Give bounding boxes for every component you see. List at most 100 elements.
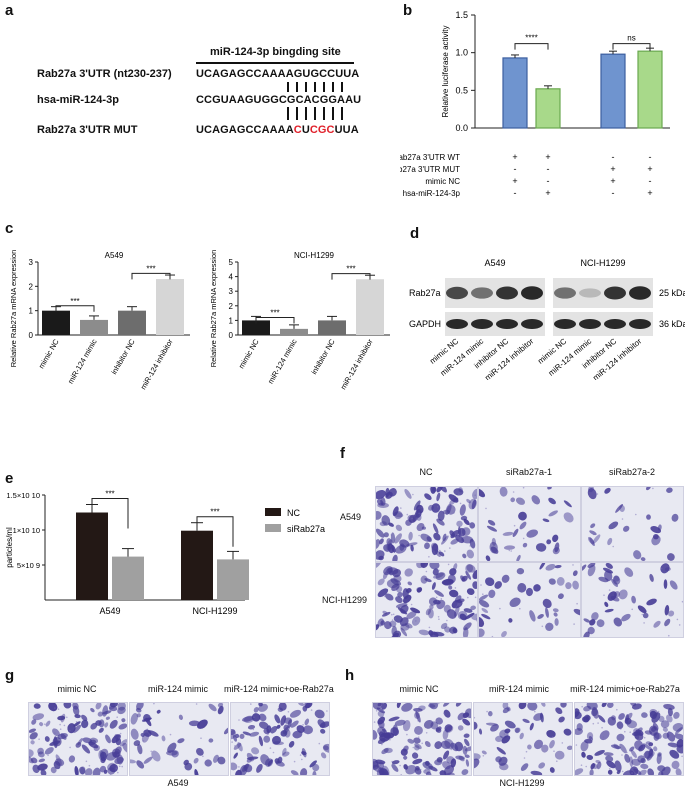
c2-ytick-label: 2 xyxy=(229,302,234,311)
f-micrograph-h1299-si2 xyxy=(581,562,684,638)
chart-b-luciferase: 0.0 0.5 1.0 1.5 Relative luciferase activity… xyxy=(400,10,670,198)
d-protein-label: GAPDH xyxy=(409,319,441,329)
d-band xyxy=(554,287,576,299)
h-micrograph-oe xyxy=(574,702,684,776)
e-ylabel: particles/ml xyxy=(5,527,14,568)
panel-label-h: h xyxy=(345,667,355,684)
mirna-sequence: CCGUAAGUGGCGCACGGAAU xyxy=(196,94,362,106)
c2-bar xyxy=(356,279,384,335)
b-condition-mark: + xyxy=(610,164,615,174)
g-micrograph-mimic xyxy=(129,702,229,776)
g-caption: A549 xyxy=(167,778,189,788)
c2-category-label: mimic NC xyxy=(237,337,261,370)
c1-bar xyxy=(156,279,184,335)
c2-bar xyxy=(280,328,308,335)
c2-ytick-label: 4 xyxy=(229,273,234,282)
c1-sig-bracket-1-label: *** xyxy=(70,297,79,306)
e-bar xyxy=(112,556,144,600)
chart-e-particles: 5×10 9 1×10 10 1.5×10 10 particles/ml A549 **… xyxy=(5,490,325,617)
b-condition-mark: - xyxy=(649,152,652,162)
h-col-mimic-nc: mimic NC xyxy=(399,684,439,694)
d-band xyxy=(604,319,626,329)
b-ylabel: Relative luciferase activity xyxy=(441,25,450,117)
panel-label-f: f xyxy=(340,445,345,462)
b-condition-mark: + xyxy=(647,164,652,174)
d-band xyxy=(471,319,493,329)
f-row-a549: A549 xyxy=(340,512,362,522)
e-sig-label: *** xyxy=(210,508,219,517)
d-band xyxy=(579,319,601,329)
c1-category-label: miR-124 mimic xyxy=(66,337,99,385)
e-legend-swatch xyxy=(265,508,281,516)
c1-bar xyxy=(118,310,146,335)
b-ytick-label: 1.0 xyxy=(455,48,468,58)
b-bar xyxy=(637,50,663,129)
chart-c-a549: A549 0 1 2 3 Relative Rab27a mRNA expression m… xyxy=(9,250,190,391)
d-band xyxy=(604,286,626,300)
e-ytick-label: 1.5×10 10 xyxy=(6,491,40,500)
b-condition-mark: - xyxy=(514,164,517,174)
f-micrograph-a549-si1 xyxy=(478,486,581,562)
e-legend-label: NC xyxy=(287,508,300,518)
d-protein-label: Rab27a xyxy=(409,288,441,298)
e-sig-bracket xyxy=(91,498,129,529)
e-legend-label: siRab27a xyxy=(287,524,325,534)
b-sig-bracket-2 xyxy=(612,43,651,50)
mirna-label: hsa-miR-124-3p xyxy=(37,94,119,106)
b-condition-mark: + xyxy=(545,152,550,162)
g-col-oe: miR-124 mimic+oe-Rab27a xyxy=(224,684,334,694)
d-band xyxy=(629,286,651,300)
panel-label-c: c xyxy=(5,220,14,237)
panel-a: miR-124-3p bingding site Rab27a 3'UTR (n… xyxy=(0,0,395,160)
g-col-mimic-nc: mimic NC xyxy=(57,684,97,694)
utr-wt-sequence: UCAGAGCCAAAAGUGCCUUA xyxy=(196,68,360,80)
h-col-mimic: miR-124 mimic xyxy=(488,684,549,694)
e-sig-label: *** xyxy=(105,490,114,499)
d-band xyxy=(521,319,543,329)
c1-sig-bracket-2 xyxy=(131,272,171,280)
b-condition-mark: - xyxy=(547,164,550,174)
d-band xyxy=(579,288,601,298)
pairing-lines xyxy=(287,82,343,120)
utr-mut-seq-part2: U xyxy=(301,124,310,136)
c2-sig-bracket-1-label: *** xyxy=(270,308,279,317)
c2-ytick-label: 0 xyxy=(229,331,234,340)
c2-ytick-label: 1 xyxy=(229,316,234,325)
f-micrograph-a549-si2 xyxy=(581,486,684,562)
d-band xyxy=(554,319,576,329)
c1-bar xyxy=(42,310,70,335)
d-cell-line-h1299: NCI-H1299 xyxy=(580,258,625,268)
e-category-label: A549 xyxy=(99,606,120,616)
c2-ytick-label: 5 xyxy=(229,258,234,267)
b-ytick-label: 0.0 xyxy=(455,123,468,133)
utr-mut-seq-part3: UUA xyxy=(334,124,359,136)
b-bar xyxy=(600,53,626,129)
c1-ytick-label: 2 xyxy=(29,282,34,291)
d-band xyxy=(446,286,468,300)
d-cell-line-a549: A549 xyxy=(484,258,505,268)
h-micrograph-mimic xyxy=(473,702,573,776)
f-row-h1299: NCI-H1299 xyxy=(322,595,368,605)
b-condition-mark: + xyxy=(610,176,615,186)
chart-c-h1299: NCI-H1299 0 1 2 3 4 5 Relative Rab27a mRNA expr… xyxy=(209,250,390,391)
d-band xyxy=(471,287,493,299)
b-sig-bracket-2-label: ns xyxy=(627,34,635,43)
b-condition-mark: - xyxy=(612,188,615,198)
e-legend-swatch xyxy=(265,524,281,532)
e-sig-bracket xyxy=(196,516,234,547)
d-band xyxy=(496,286,518,300)
panel-label-g: g xyxy=(5,667,15,684)
c2-title: NCI-H1299 xyxy=(294,251,335,260)
g-col-mimic: miR-124 mimic xyxy=(147,684,208,694)
b-condition-label: Rab27a 3'UTR WT xyxy=(400,153,460,162)
g-micrograph-oe xyxy=(230,702,330,776)
c1-ytick-label: 3 xyxy=(29,258,34,267)
b-condition-mark: + xyxy=(647,188,652,198)
utr-mut-sequence: UCAGAGCCAAAACUCGCUUA xyxy=(196,124,359,136)
f-micrograph-h1299-nc xyxy=(375,562,478,638)
e-category-label: NCI-H1299 xyxy=(192,606,237,616)
b-condition-label: Rab27a 3'UTR MUT xyxy=(400,165,460,174)
b-condition-label: hsa-miR-124-3p xyxy=(403,189,461,198)
f-col-nc: NC xyxy=(419,467,433,477)
d-size-label: 36 kDa xyxy=(659,319,685,329)
